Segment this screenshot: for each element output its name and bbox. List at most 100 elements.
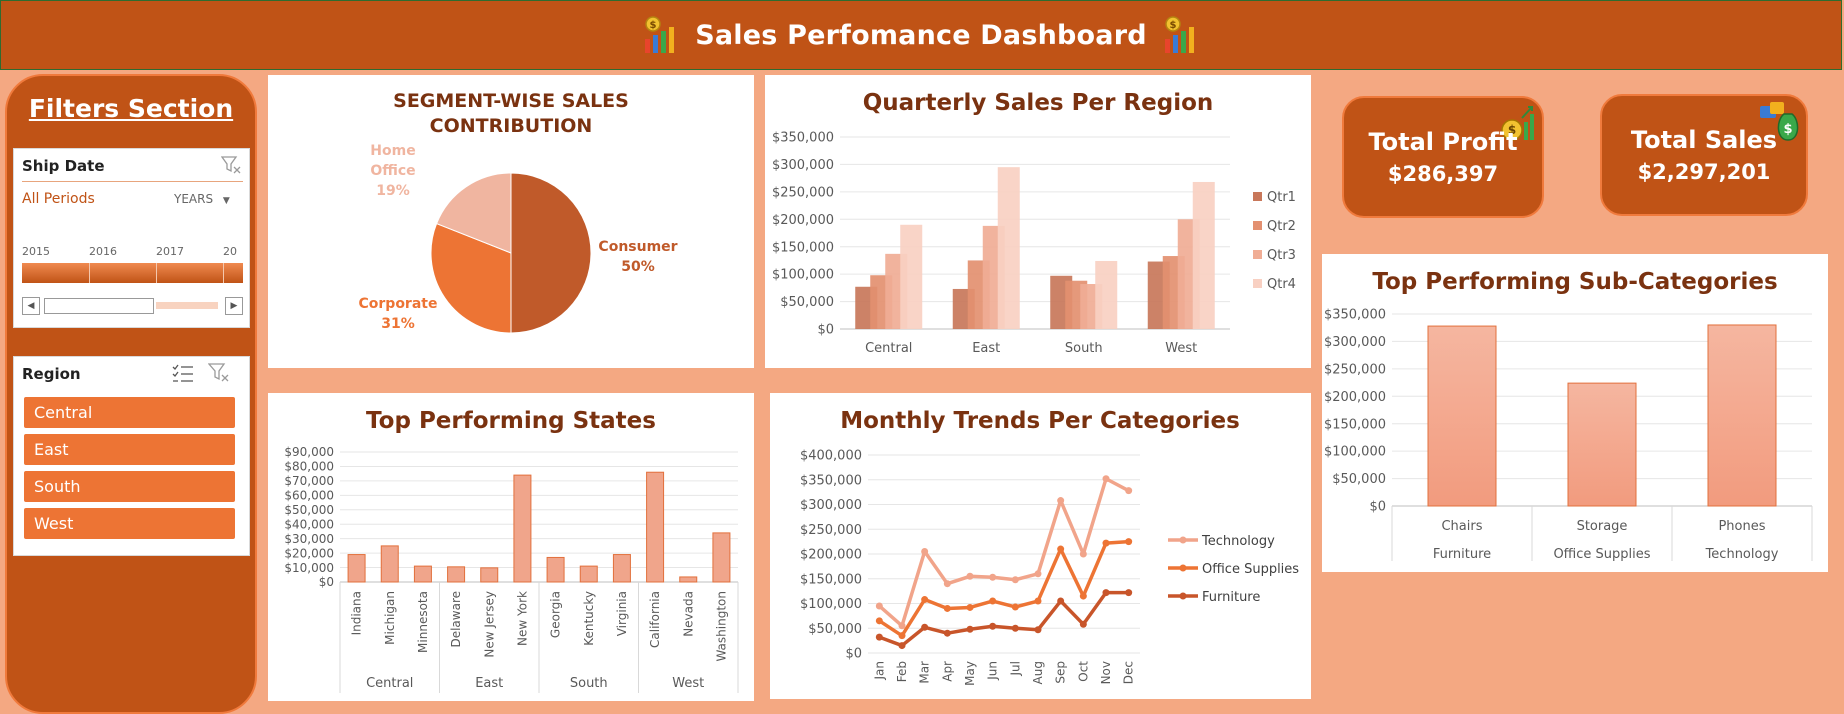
- x-tick-label: Sep: [1054, 661, 1068, 684]
- bar: [1095, 260, 1118, 329]
- ship-date-slicer[interactable]: Ship Date All Periods YEARS ▼ 2015 2016 …: [13, 148, 250, 328]
- pie-slice: [510, 172, 592, 334]
- bar: [513, 474, 532, 583]
- scroll-left-icon[interactable]: ◀: [22, 297, 40, 315]
- y-tick-label: $90,000: [284, 445, 334, 459]
- data-point: [966, 625, 974, 633]
- data-point: [1034, 597, 1042, 605]
- y-tick-label: $350,000: [800, 473, 862, 488]
- group-label: Technology: [1705, 547, 1779, 562]
- x-tick-label: Mar: [918, 661, 932, 684]
- time-level-dropdown[interactable]: YEARS ▼: [174, 192, 230, 206]
- data-point: [1057, 545, 1065, 553]
- multi-select-icon[interactable]: [172, 363, 194, 383]
- data-point: [921, 596, 929, 604]
- y-tick-label: $0: [1369, 500, 1386, 515]
- data-point: [966, 572, 974, 580]
- svg-text:$: $: [1783, 122, 1792, 137]
- x-tick-label: Oct: [1076, 661, 1090, 682]
- timeline-bar[interactable]: [22, 263, 243, 283]
- legend-swatch: [1253, 279, 1262, 288]
- y-tick-label: $150,000: [800, 572, 862, 587]
- bar: [1707, 324, 1777, 507]
- x-tick-label: Jun: [986, 661, 1000, 681]
- chart-title: Top Performing States: [366, 408, 656, 434]
- x-tick-label: Nov: [1099, 661, 1113, 684]
- x-tick-label: Indiana: [350, 591, 364, 635]
- region-item-south[interactable]: South: [24, 471, 235, 502]
- x-tick-label: Jan: [872, 661, 886, 681]
- y-tick-label: $40,000: [284, 517, 334, 531]
- y-tick-label: $200,000: [772, 213, 834, 228]
- slice-label: Home: [370, 143, 415, 159]
- y-tick-label: $200,000: [800, 548, 862, 563]
- segment-pie-chart: SEGMENT-WISE SALES CONTRIBUTION Consumer 50…: [359, 90, 678, 334]
- year-label: 2017: [156, 245, 184, 258]
- data-point: [898, 642, 906, 650]
- data-point: [1102, 589, 1110, 597]
- data-point: [989, 573, 997, 581]
- data-point: [1102, 475, 1110, 483]
- y-tick-label: $150,000: [1324, 417, 1386, 432]
- chart-dollar-icon: $: [645, 16, 675, 53]
- y-tick-label: $350,000: [772, 131, 834, 146]
- data-point: [1011, 624, 1019, 632]
- data-point: [1125, 487, 1133, 495]
- bar: [646, 471, 665, 583]
- y-tick-label: $400,000: [800, 449, 862, 464]
- y-tick-label: $50,000: [780, 295, 834, 310]
- chart-title: Top Performing Sub-Categories: [1372, 269, 1777, 295]
- pie-slice: [435, 172, 512, 254]
- data-point: [921, 548, 929, 556]
- region-item-west[interactable]: West: [24, 508, 235, 539]
- quarterly-bar-chart: Quarterly Sales Per Region $0 $50,000 $100,…: [772, 90, 1296, 356]
- svg-text:$: $: [1508, 123, 1516, 137]
- x-tick-label: Dec: [1122, 661, 1136, 684]
- region-item-east[interactable]: East: [24, 434, 235, 465]
- slice-percent-label: 31%: [381, 316, 415, 332]
- money-growth-icon: $: [1501, 106, 1534, 141]
- data-point: [1011, 576, 1019, 584]
- clear-filter-icon[interactable]: [221, 156, 241, 174]
- total-sales-card: $ Total Sales $2,297,201: [1600, 94, 1808, 216]
- scroll-thumb[interactable]: [44, 298, 154, 314]
- bar: [546, 556, 565, 583]
- legend-swatch: [1253, 221, 1262, 230]
- legend-marker: [1179, 536, 1187, 544]
- monthly-line-chart: Monthly Trends Per Categories $0 $50,000 $1…: [800, 408, 1299, 686]
- y-tick-label: $50,000: [808, 622, 862, 637]
- timeline-scrollbar[interactable]: ◀ ▶: [22, 297, 243, 315]
- data-point: [1034, 626, 1042, 634]
- bar: [480, 567, 499, 583]
- y-tick-label: $0: [845, 647, 862, 662]
- bar: [900, 224, 923, 329]
- bar: [997, 167, 1020, 329]
- x-tick-label: Virginia: [615, 591, 629, 636]
- chart-title: Quarterly Sales Per Region: [863, 90, 1214, 116]
- x-tick-label: Minnesota: [416, 591, 430, 653]
- data-point: [1125, 589, 1133, 597]
- total-profit-value: $286,397: [1387, 162, 1499, 186]
- dashboard-header: $ Sales Perfomance Dashboard $: [0, 0, 1842, 70]
- clear-filter-icon[interactable]: [208, 363, 230, 383]
- y-tick-label: $0: [817, 323, 834, 338]
- bar: [1192, 181, 1215, 329]
- group-label: East: [475, 676, 503, 691]
- y-tick-label: $250,000: [1324, 362, 1386, 377]
- y-tick-label: $150,000: [772, 240, 834, 255]
- money-bag-icon: $: [1760, 102, 1799, 141]
- y-tick-label: $250,000: [800, 523, 862, 538]
- slice-label: Office: [370, 163, 415, 179]
- monthly-chart-card: Monthly Trends Per Categories $0 $50,000 $1…: [770, 393, 1311, 699]
- data-point: [989, 622, 997, 630]
- region-item-central[interactable]: Central: [24, 397, 235, 428]
- data-point: [1079, 620, 1087, 628]
- x-tick-label: New York: [515, 591, 529, 646]
- states-bar-chart: Top Performing States $0$10,000$20,000$30…: [284, 408, 739, 693]
- dashboard-title: Sales Perfomance Dashboard: [695, 19, 1147, 51]
- region-slicer[interactable]: Region Central East South West: [13, 356, 250, 556]
- year-label: 20: [223, 245, 237, 258]
- scroll-right-icon[interactable]: ▶: [225, 297, 243, 315]
- data-point: [921, 623, 929, 631]
- legend-marker: [1179, 564, 1187, 572]
